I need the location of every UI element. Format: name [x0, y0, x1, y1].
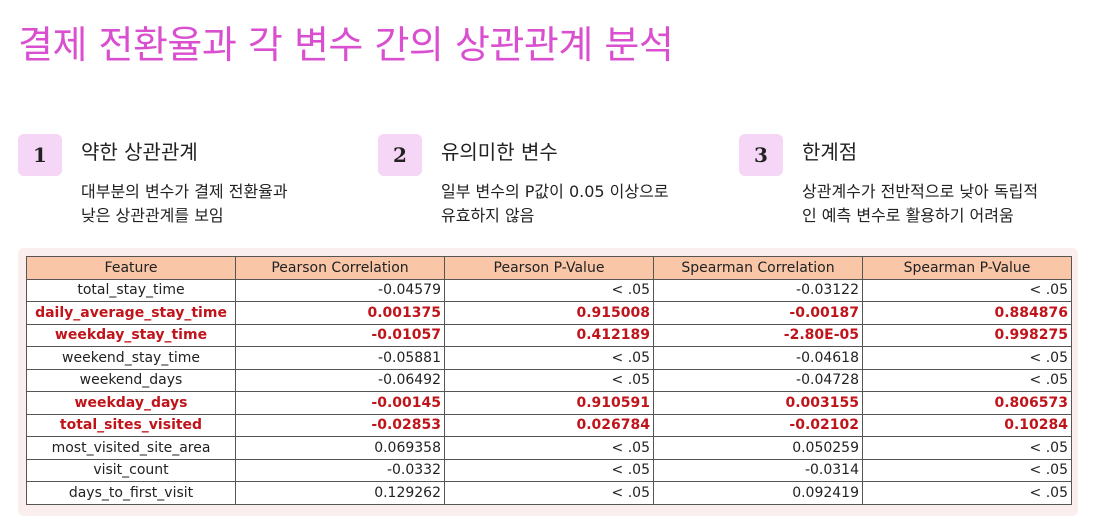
column-header: Pearson Correlation	[235, 256, 445, 280]
feature-cell: most_visited_site_area	[26, 436, 236, 460]
value-cell: -0.01057	[235, 323, 445, 347]
value-cell: < .05	[444, 436, 654, 460]
table-row: weekend_stay_time -0.05881 < .05 -0.04618 < …	[26, 346, 1072, 370]
feature-cell: daily_average_stay_time	[26, 301, 236, 325]
value-cell: -0.02102	[653, 413, 863, 437]
value-cell: 0.910591	[444, 391, 654, 415]
value-cell: 0.026784	[444, 413, 654, 437]
column-header: Spearman P-Value	[862, 256, 1072, 280]
correlation-table: Feature Pearson Correlation Pearson P-Valu…	[26, 256, 1072, 505]
column-header: Pearson P-Value	[444, 256, 654, 280]
feature-cell: total_sites_visited	[26, 413, 236, 437]
table-row: total_stay_time -0.04579 < .05 -0.03122 < .0…	[26, 278, 1072, 302]
card-number-badge: 3	[739, 134, 783, 176]
value-cell: -0.04618	[653, 346, 863, 370]
card-number-badge: 1	[18, 134, 62, 176]
card-number-badge: 2	[378, 134, 422, 176]
table-row: visit_count -0.0332 < .05 -0.0314 < .05	[26, 458, 1072, 482]
value-cell: 0.884876	[862, 301, 1072, 325]
feature-cell: total_stay_time	[26, 278, 236, 302]
value-cell: 0.129262	[235, 481, 445, 505]
value-cell: < .05	[862, 436, 1072, 460]
feature-cell: weekday_days	[26, 391, 236, 415]
value-cell: -2.80E-05	[653, 323, 863, 347]
value-cell: 0.092419	[653, 481, 863, 505]
value-cell: -0.04728	[653, 368, 863, 392]
value-cell: -0.04579	[235, 278, 445, 302]
table-row: weekday_stay_time -0.01057 0.412189 -2.80E-…	[26, 323, 1072, 347]
value-cell: 0.10284	[862, 413, 1072, 437]
card-heading: 약한 상관관계	[81, 140, 198, 164]
feature-cell: weekday_stay_time	[26, 323, 236, 347]
value-cell: 0.003155	[653, 391, 863, 415]
value-cell: 0.069358	[235, 436, 445, 460]
value-cell: -0.00187	[653, 301, 863, 325]
page-title: 결제 전환율과 각 변수 간의 상관관계 분석	[18, 23, 674, 67]
table-row: most_visited_site_area 0.069358 < .05 0.050…	[26, 436, 1072, 460]
value-cell: < .05	[862, 481, 1072, 505]
feature-cell: visit_count	[26, 458, 236, 482]
value-cell: 0.998275	[862, 323, 1072, 347]
value-cell: < .05	[862, 458, 1072, 482]
card-description: 일부 변수의 P값이 0.05 이상으로 유효하지 않음	[441, 182, 669, 225]
table-row: daily_average_stay_time 0.001375 0.915008-…	[26, 301, 1072, 325]
card-description: 대부분의 변수가 결제 전환율과 낮은 상관관계를 보임	[81, 182, 288, 225]
feature-cell: weekend_stay_time	[26, 346, 236, 370]
value-cell: < .05	[444, 458, 654, 482]
value-cell: < .05	[862, 346, 1072, 370]
value-cell: -0.03122	[653, 278, 863, 302]
value-cell: -0.0332	[235, 458, 445, 482]
card-description: 상관계수가 전반적으로 낮아 독립적 인 예측 변수로 활용하기 어려움	[802, 182, 1039, 225]
value-cell: < .05	[444, 368, 654, 392]
table-row: weekday_days -0.00145 0.910591 0.003155 0.80…	[26, 391, 1072, 415]
value-cell: -0.06492	[235, 368, 445, 392]
table-row: days_to_first_visit 0.129262 < .05 0.092419…	[26, 481, 1072, 505]
value-cell: < .05	[862, 368, 1072, 392]
value-cell: -0.05881	[235, 346, 445, 370]
column-header: Feature	[26, 256, 236, 280]
feature-cell: weekend_days	[26, 368, 236, 392]
correlation-table-panel: Feature Pearson Correlation Pearson P-Valu…	[18, 248, 1078, 516]
value-cell: 0.412189	[444, 323, 654, 347]
feature-cell: days_to_first_visit	[26, 481, 236, 505]
value-cell: < .05	[444, 278, 654, 302]
table-row: total_sites_visited -0.02853 0.026784 -0.02…	[26, 413, 1072, 437]
value-cell: < .05	[444, 346, 654, 370]
value-cell: 0.806573	[862, 391, 1072, 415]
card-heading: 유의미한 변수	[441, 140, 558, 164]
value-cell: -0.02853	[235, 413, 445, 437]
value-cell: -0.0314	[653, 458, 863, 482]
value-cell: 0.050259	[653, 436, 863, 460]
table-header-row: Feature Pearson Correlation Pearson P-Valu…	[26, 256, 1072, 280]
value-cell: < .05	[444, 481, 654, 505]
table-row: weekend_days -0.06492 < .05 -0.04728 < .05	[26, 368, 1072, 392]
value-cell: < .05	[862, 278, 1072, 302]
value-cell: -0.00145	[235, 391, 445, 415]
value-cell: 0.915008	[444, 301, 654, 325]
column-header: Spearman Correlation	[653, 256, 863, 280]
card-heading: 한계점	[802, 140, 858, 164]
value-cell: 0.001375	[235, 301, 445, 325]
